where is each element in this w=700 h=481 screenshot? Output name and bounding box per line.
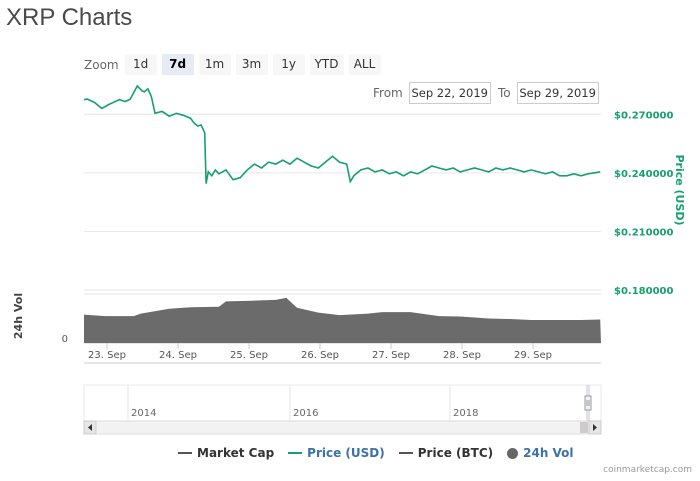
scroll-left-arrow-icon bbox=[88, 424, 92, 431]
scrollbar-thumb[interactable] bbox=[580, 422, 588, 433]
legend-item-market-cap[interactable]: Market Cap bbox=[178, 446, 274, 460]
price-axis-tick-label: $0.240000 bbox=[614, 169, 674, 180]
price-usd-series bbox=[83, 84, 601, 184]
to-date-input[interactable]: Sep 29, 2019 bbox=[516, 82, 599, 104]
legend-label-price-btc: Price (BTC) bbox=[417, 446, 494, 460]
price-usd-line bbox=[83, 84, 601, 184]
scrollbar-track[interactable] bbox=[83, 420, 602, 435]
scroll-right-arrow-icon bbox=[593, 424, 597, 431]
x-axis-tick-label: 26. Sep bbox=[301, 350, 339, 361]
legend-label-market-cap: Market Cap bbox=[197, 446, 275, 460]
zoom-selector: Zoom 1d 7d 1m 3m 1y YTD ALL bbox=[84, 54, 386, 75]
navigator: 2014 2016 2018 bbox=[83, 384, 602, 422]
credits[interactable]: coinmarketcap.com bbox=[603, 465, 692, 475]
navigator-handle[interactable] bbox=[584, 395, 592, 411]
zoom-all-button[interactable]: ALL bbox=[348, 54, 381, 75]
zoom-7d-button[interactable]: 7d bbox=[161, 54, 194, 75]
navigator-tick-2016: 2016 bbox=[293, 408, 318, 419]
volume-dot-icon bbox=[507, 447, 519, 459]
x-axis-tick-label: 27. Sep bbox=[372, 350, 410, 361]
zoom-label: Zoom bbox=[84, 57, 119, 72]
zoom-ytd-button[interactable]: YTD bbox=[309, 54, 344, 75]
to-label: To bbox=[498, 86, 511, 100]
scrollbar[interactable] bbox=[83, 420, 602, 435]
from-date-input[interactable]: Sep 22, 2019 bbox=[408, 82, 491, 104]
date-range-to: To Sep 29, 2019 bbox=[498, 82, 599, 104]
volume-axis-tick-0: 0 bbox=[62, 334, 68, 345]
price-axis-title: Price (USD) bbox=[673, 154, 686, 225]
navigator-tick-2018: 2018 bbox=[453, 408, 478, 419]
volume-area bbox=[84, 297, 601, 343]
x-axis-ticks: 23. Sep 24. Sep 25. Sep 26. Sep 27. Sep 28. S… bbox=[88, 343, 552, 361]
volume-series bbox=[84, 297, 601, 343]
legend-label-price-usd: Price (USD) bbox=[307, 446, 385, 460]
page-title: XRP Charts bbox=[6, 4, 133, 31]
price-axis-tick-label: $0.180000 bbox=[614, 286, 674, 297]
legend-item-24h-vol[interactable]: 24h Vol bbox=[507, 446, 574, 460]
price-axis-tick-label: $0.210000 bbox=[614, 227, 674, 238]
price-btc-line-icon bbox=[398, 452, 413, 454]
legend-item-price-usd[interactable]: Price (USD) bbox=[288, 446, 385, 460]
date-range-from: From Sep 22, 2019 bbox=[373, 82, 491, 104]
x-axis-tick-label: 23. Sep bbox=[88, 350, 126, 361]
navigator-area bbox=[83, 384, 602, 422]
zoom-3m-button[interactable]: 3m bbox=[235, 54, 268, 75]
price-axis-ticks: $0.270000 $0.240000 $0.210000 $0.180000 bbox=[614, 110, 674, 297]
zoom-1y-button[interactable]: 1y bbox=[272, 54, 305, 75]
price-usd-line-icon bbox=[288, 452, 303, 454]
volume-axis-title: 24h Vol bbox=[12, 293, 25, 339]
from-label: From bbox=[373, 86, 403, 100]
navigator-tick-2014: 2014 bbox=[131, 408, 156, 419]
zoom-1m-button[interactable]: 1m bbox=[198, 54, 231, 75]
price-axis-tick-label: $0.270000 bbox=[614, 110, 674, 121]
market-cap-line-icon bbox=[178, 452, 192, 454]
x-axis-tick-label: 29. Sep bbox=[514, 350, 552, 361]
legend-label-24h-vol: 24h Vol bbox=[523, 446, 574, 460]
legend-item-price-btc[interactable]: Price (BTC) bbox=[398, 446, 494, 460]
zoom-1d-button[interactable]: 1d bbox=[124, 54, 157, 75]
legend: Market Cap Price (USD) Price (BTC) 24h V… bbox=[178, 446, 588, 460]
x-axis-tick-label: 28. Sep bbox=[443, 350, 481, 361]
x-axis-tick-label: 24. Sep bbox=[159, 350, 197, 361]
x-axis-tick-label: 25. Sep bbox=[230, 350, 268, 361]
